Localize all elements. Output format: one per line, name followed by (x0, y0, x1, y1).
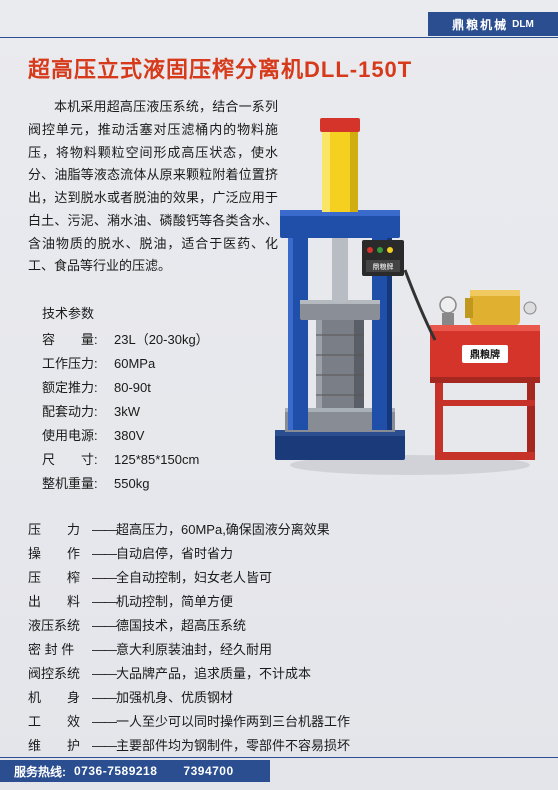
hotline-phone-1: 0736-7589218 (74, 764, 157, 778)
spec-label: 尺 寸: (42, 448, 114, 472)
feature-value: 德国技术，超高压系统 (116, 614, 246, 638)
spec-row: 额定推力:80-90t (42, 376, 209, 400)
feature-dash: —— (92, 590, 116, 614)
hotline-label: 服务热线: (14, 763, 66, 780)
feature-label: 阀控系统 (28, 662, 92, 686)
hotline-phone-2: 7394700 (183, 764, 233, 778)
feature-label: 操 作 (28, 542, 92, 566)
feature-row: 阀控系统——大品牌产品，追求质量，不计成本 (28, 662, 350, 686)
page-title: 超高压立式液固压榨分离机DLL-150T (28, 52, 530, 84)
feature-dash: —— (92, 566, 116, 590)
spec-value: 23L（20-30kg） (114, 328, 209, 352)
spec-label: 配套动力: (42, 400, 114, 424)
feature-label: 机 身 (28, 686, 92, 710)
spec-label: 额定推力: (42, 376, 114, 400)
feature-dash: —— (92, 686, 116, 710)
specs-title: 技术参数 (42, 302, 209, 326)
spec-label: 容 量: (42, 328, 114, 352)
feature-row: 机 身——加强机身、优质钢材 (28, 686, 350, 710)
feature-dash: —— (92, 518, 116, 542)
feature-value: 超高压力，60MPa,确保固液分离效果 (116, 518, 330, 542)
spec-value: 3kW (114, 400, 140, 424)
feature-dash: —— (92, 710, 116, 734)
footer-divider (0, 757, 558, 758)
feature-value: 主要部件均为钢制件，零部件不容易损坏 (116, 734, 350, 758)
feature-label: 压 榨 (28, 566, 92, 590)
feature-dash: —— (92, 662, 116, 686)
brand-en: DLM (512, 19, 534, 30)
feature-value: 一人至少可以同时操作两到三台机器工作 (116, 710, 350, 734)
feature-row: 工 效——一人至少可以同时操作两到三台机器工作 (28, 710, 350, 734)
spec-row: 配套动力:3kW (42, 400, 209, 424)
header-brand-bar: 鼎粮机械 DLM (428, 12, 558, 36)
feature-label: 出 料 (28, 590, 92, 614)
spec-value: 380V (114, 424, 144, 448)
feature-value: 全自动控制，妇女老人皆可 (116, 566, 272, 590)
pump-brand-text: 鼎粮牌 (470, 348, 500, 361)
machine-illustration: 鼎粮牌 鼎粮牌 (270, 110, 545, 480)
footer-hotline-bar: 服务热线: 0736-7589218 7394700 (0, 760, 270, 782)
spec-row: 尺 寸:125*85*150cm (42, 448, 209, 472)
feature-label: 液压系统 (28, 614, 92, 638)
feature-value: 大品牌产品，追求质量，不计成本 (116, 662, 311, 686)
top-divider (0, 37, 558, 38)
feature-value: 加强机身、优质钢材 (116, 686, 233, 710)
spec-value: 60MPa (114, 352, 155, 376)
feature-row: 压 榨——全自动控制，妇女老人皆可 (28, 566, 350, 590)
spec-row: 容 量:23L（20-30kg） (42, 328, 209, 352)
feature-dash: —— (92, 542, 116, 566)
feature-label: 维 护 (28, 734, 92, 758)
feature-dash: —— (92, 614, 116, 638)
feature-value: 自动启停，省时省力 (116, 542, 233, 566)
feature-label: 密 封 件 (28, 638, 92, 662)
features-block: 压 力——超高压力，60MPa,确保固液分离效果操 作——自动启停，省时省力压 … (28, 518, 350, 758)
panel-brand-text: 鼎粮牌 (373, 262, 394, 271)
spec-row: 使用电源:380V (42, 424, 209, 448)
feature-dash: —— (92, 638, 116, 662)
spec-label: 使用电源: (42, 424, 114, 448)
spec-value: 80-90t (114, 376, 151, 400)
feature-row: 维 护——主要部件均为钢制件，零部件不容易损坏 (28, 734, 350, 758)
feature-row: 压 力——超高压力，60MPa,确保固液分离效果 (28, 518, 350, 542)
spec-value: 550kg (114, 472, 149, 496)
spec-value: 125*85*150cm (114, 448, 199, 472)
description-paragraph: 本机采用超高压液压系统，结合一系列阀控单元，推动活塞对压滤桶内的物料施压，将物料… (28, 96, 278, 278)
spec-label: 整机重量: (42, 472, 114, 496)
spec-label: 工作压力: (42, 352, 114, 376)
feature-row: 操 作——自动启停，省时省力 (28, 542, 350, 566)
feature-value: 机动控制，简单方便 (116, 590, 233, 614)
feature-label: 工 效 (28, 710, 92, 734)
feature-value: 意大利原装油封，经久耐用 (116, 638, 272, 662)
specs-block: 技术参数 容 量:23L（20-30kg）工作压力:60MPa额定推力:80-9… (42, 302, 209, 496)
spec-row: 工作压力:60MPa (42, 352, 209, 376)
feature-row: 出 料——机动控制，简单方便 (28, 590, 350, 614)
spec-row: 整机重量:550kg (42, 472, 209, 496)
feature-row: 密 封 件——意大利原装油封，经久耐用 (28, 638, 350, 662)
feature-dash: —— (92, 734, 116, 758)
feature-label: 压 力 (28, 518, 92, 542)
feature-row: 液压系统——德国技术，超高压系统 (28, 614, 350, 638)
brand-cn: 鼎粮机械 (452, 16, 508, 33)
